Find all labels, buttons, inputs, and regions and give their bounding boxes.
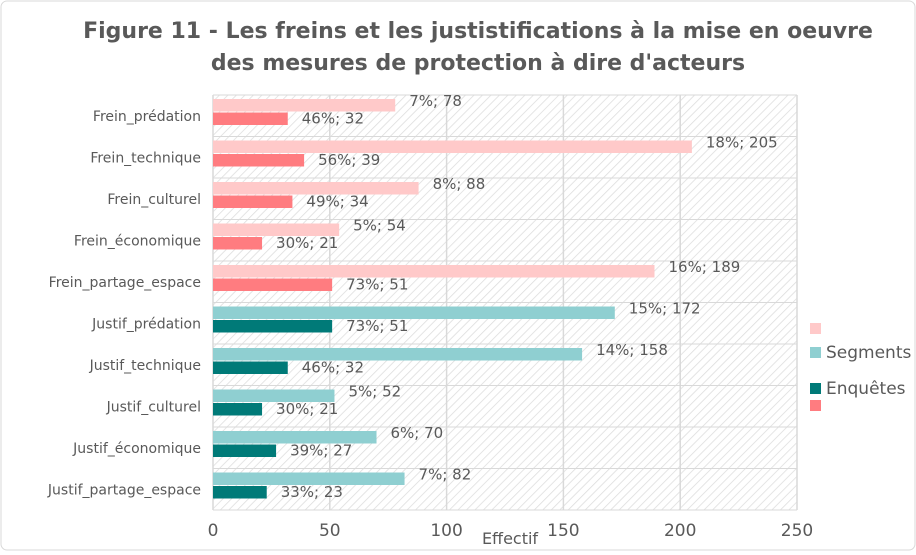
data-label: 30%; 21 — [276, 234, 338, 252]
data-label: 18%; 205 — [706, 134, 778, 152]
data-label: 49%; 34 — [306, 193, 368, 211]
data-label: 14%; 158 — [596, 341, 668, 359]
x-tick-label: 150 — [547, 521, 579, 541]
x-tick-label: 50 — [319, 521, 341, 541]
bar — [213, 182, 419, 195]
legend-label: Enquêtes — [826, 379, 906, 399]
x-axis-label: Effectif — [482, 529, 538, 548]
bar — [213, 389, 335, 402]
y-tick-label: Justif_culturel — [106, 399, 201, 415]
bar — [213, 320, 333, 333]
data-label: 73%; 51 — [346, 276, 408, 294]
data-label: 7%; 82 — [419, 466, 472, 484]
y-tick-label: Justif_prédation — [91, 316, 201, 332]
y-tick-label: Frein_partage_espace — [49, 275, 201, 291]
data-label: 15%; 172 — [629, 300, 701, 318]
y-tick-label: Frein_culturel — [107, 192, 201, 208]
bar — [213, 486, 267, 499]
x-tick-label: 0 — [208, 521, 219, 541]
x-tick-label: 250 — [781, 521, 813, 541]
bar — [213, 237, 263, 250]
chart-title: Figure 11 - Les freins et les justistifi… — [83, 19, 873, 44]
bar — [213, 223, 340, 236]
data-label: 30%; 21 — [276, 400, 338, 418]
bar — [213, 431, 377, 444]
y-tick-label: Frein_économique — [74, 233, 201, 249]
bar — [213, 195, 293, 208]
bar — [213, 140, 692, 153]
data-label: 16%; 189 — [669, 258, 741, 276]
bar — [213, 348, 583, 361]
legend-swatch — [810, 400, 821, 411]
bar — [213, 112, 288, 125]
bar — [213, 472, 405, 485]
bar — [213, 154, 305, 167]
bar — [213, 99, 396, 112]
data-label: 39%; 27 — [290, 442, 352, 460]
bar — [213, 403, 263, 416]
data-label: 46%; 32 — [302, 359, 364, 377]
legend-label: Segments — [826, 343, 912, 363]
y-tick-label: Justif_économique — [72, 441, 201, 457]
data-label: 5%; 54 — [353, 217, 406, 235]
y-tick-label: Justif_technique — [89, 358, 201, 374]
chart-title: des mesures de protection à dire d'acteu… — [211, 51, 745, 76]
bar — [213, 278, 333, 291]
x-tick-label: 100 — [430, 521, 462, 541]
x-tick-label: 200 — [664, 521, 696, 541]
data-label: 6%; 70 — [391, 424, 444, 442]
bar — [213, 361, 288, 374]
data-label: 5%; 52 — [348, 383, 401, 401]
y-tick-label: Frein_technique — [90, 150, 201, 166]
data-label: 73%; 51 — [346, 317, 408, 335]
legend-swatch — [810, 347, 821, 358]
bar — [213, 265, 655, 278]
legend-swatch — [810, 323, 821, 334]
bar — [213, 306, 615, 319]
data-label: 46%; 32 — [302, 110, 364, 128]
data-label: 8%; 88 — [433, 175, 486, 193]
y-tick-label: Justif_partage_espace — [47, 482, 201, 498]
data-label: 7%; 78 — [409, 92, 462, 110]
data-label: 33%; 23 — [281, 483, 343, 501]
legend-swatch — [810, 383, 821, 394]
data-label: 56%; 39 — [318, 151, 380, 169]
bar — [213, 444, 277, 457]
y-tick-label: Frein_prédation — [93, 109, 201, 125]
